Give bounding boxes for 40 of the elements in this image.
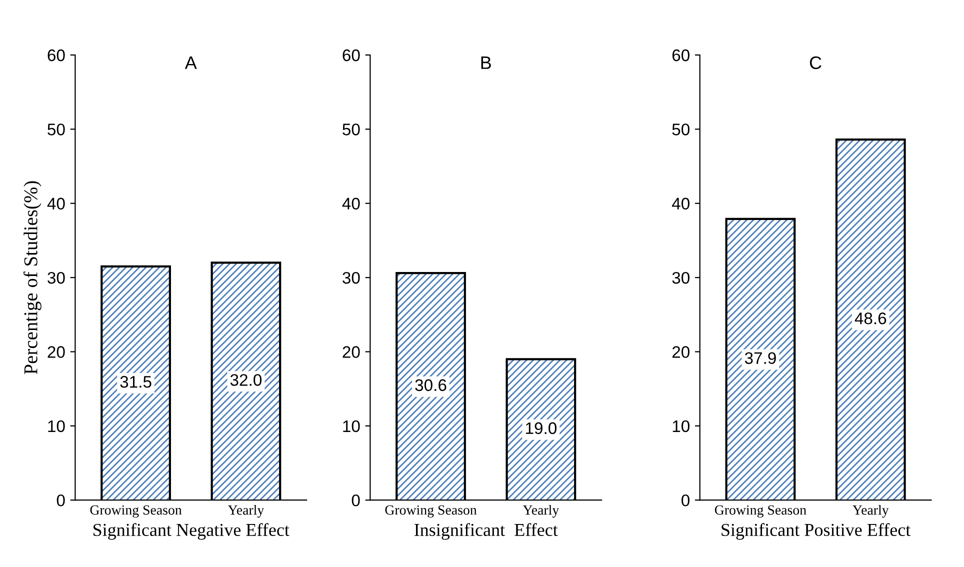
x-tick-label: Yearly [228, 504, 264, 518]
chart-title: B [481, 56, 491, 69]
y-tick-label: 30 [342, 272, 360, 284]
y-tick-label: 50 [342, 124, 360, 136]
x-tick-label: Growing Season [385, 505, 477, 518]
y-tick-label: 60 [48, 49, 65, 62]
y-tick-label: 40 [47, 198, 65, 210]
x-axis-title: Significant Positive Effect [722, 523, 911, 540]
x-tick-label: Yearly [852, 504, 889, 518]
y-tick-label: 50 [48, 124, 65, 136]
y-tick-label: 50 [672, 124, 690, 136]
y-tick-label: 10 [48, 420, 65, 432]
y-tick-label: 60 [672, 49, 690, 62]
x-tick-label: Growing Season [714, 505, 806, 518]
data-label: 48.6 [854, 312, 886, 324]
x-axis-title: Insignificant Effect [414, 523, 558, 540]
data-label: 32.0 [230, 374, 262, 386]
y-tick-label: 40 [342, 198, 360, 210]
chart-title: C [810, 56, 822, 70]
data-label: 37.9 [744, 352, 776, 364]
data-label: 19.0 [526, 422, 557, 434]
y-tick-label: 20 [342, 346, 360, 358]
y-tick-label: 20 [672, 346, 690, 358]
y-tick-label: 30 [672, 272, 690, 284]
y-tick-label: 20 [48, 346, 65, 358]
chart-title: A [184, 56, 197, 69]
y-tick-label: 10 [672, 420, 690, 432]
data-label: 31.5 [120, 376, 152, 388]
y-tick-label: 30 [48, 272, 65, 284]
x-tick-label: Growing Season [90, 505, 182, 518]
data-label: 30.6 [415, 379, 446, 392]
y-axis-title: Percentige of Studies(%) [23, 181, 42, 374]
y-tick-label: 0 [56, 494, 65, 506]
y-tick-label: 10 [343, 420, 360, 432]
x-tick-label: Yearly [522, 504, 560, 518]
y-tick-label: 0 [352, 494, 360, 506]
y-tick-label: 0 [682, 494, 690, 506]
y-tick-label: 60 [342, 49, 360, 62]
x-axis-title: Significant Negative Effect [93, 523, 290, 540]
y-tick-label: 40 [672, 198, 690, 210]
